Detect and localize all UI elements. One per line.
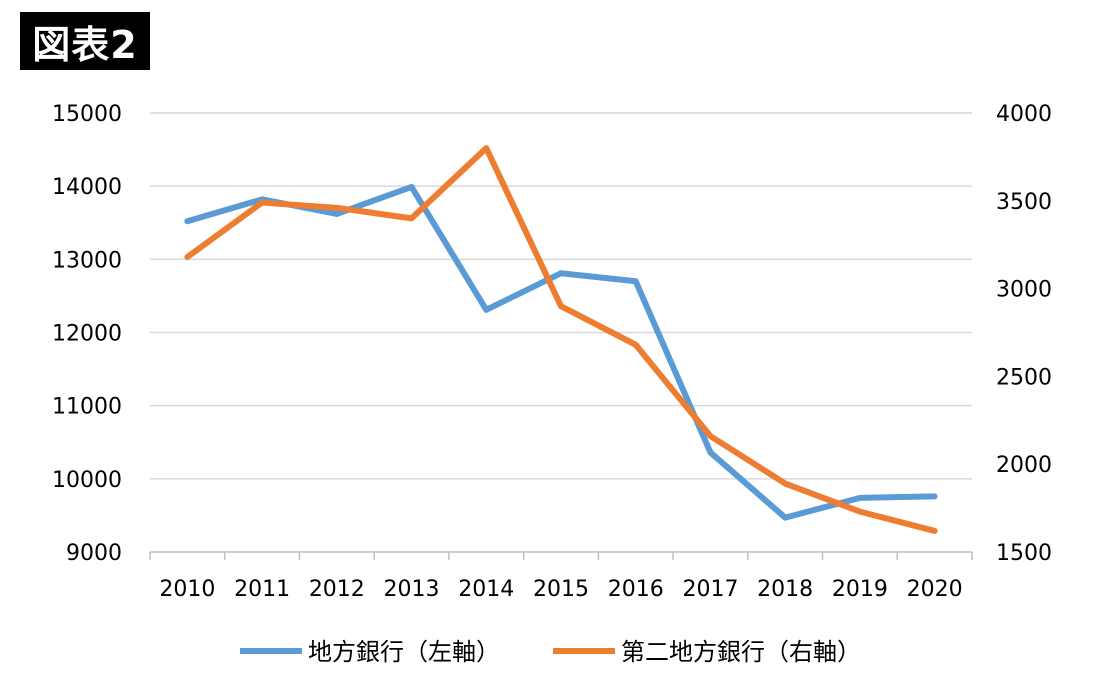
y-right-tick-label: 2000: [996, 453, 1052, 478]
y-left-tick-label: 11000: [52, 395, 122, 420]
y-axis-right: 1500 2000 2500 3000 3500 4000: [996, 102, 1052, 566]
figure-label: 図表2: [20, 12, 150, 70]
x-tick-label: 2020: [907, 577, 963, 602]
y-left-tick-label: 13000: [52, 248, 122, 273]
y-left-tick-label: 10000: [52, 468, 122, 493]
y-right-tick-label: 1500: [996, 541, 1052, 566]
y-axis-left: 9000 10000 11000 12000 13000 14000 15000: [52, 102, 122, 566]
x-axis: 2010 2011 2012 2013 2014 2015 2016 2017 2018 2019…: [149, 551, 973, 602]
x-tick-label: 2010: [159, 577, 215, 602]
series-lines: [184, 145, 938, 534]
gridlines: [150, 112, 972, 480]
y-left-tick-label: 14000: [52, 175, 122, 200]
legend-label: 第二地方銀行（右軸）: [621, 638, 861, 666]
series-line-left: [184, 183, 938, 521]
series-line-right: [184, 145, 938, 534]
x-tick-label: 2019: [832, 577, 888, 602]
y-left-tick-label: 15000: [52, 102, 122, 127]
x-tick-label: 2015: [533, 577, 589, 602]
y-right-tick-label: 3500: [996, 190, 1052, 215]
x-tick-label: 2016: [608, 577, 664, 602]
x-tick-label: 2018: [757, 577, 813, 602]
x-tick-label: 2017: [682, 577, 738, 602]
x-tick-label: 2012: [309, 577, 365, 602]
x-tick-label: 2014: [458, 577, 514, 602]
y-left-tick-label: 9000: [66, 541, 122, 566]
legend-label: 地方銀行（左軸）: [308, 638, 500, 666]
x-tick-label: 2013: [384, 577, 440, 602]
x-tick-label: 2011: [234, 577, 290, 602]
y-right-tick-label: 4000: [996, 102, 1052, 127]
y-right-tick-label: 3000: [996, 278, 1052, 303]
y-right-tick-label: 2500: [996, 365, 1052, 390]
y-left-tick-label: 12000: [52, 322, 122, 347]
legend: 地方銀行（左軸） 第二地方銀行（右軸）: [240, 638, 861, 666]
